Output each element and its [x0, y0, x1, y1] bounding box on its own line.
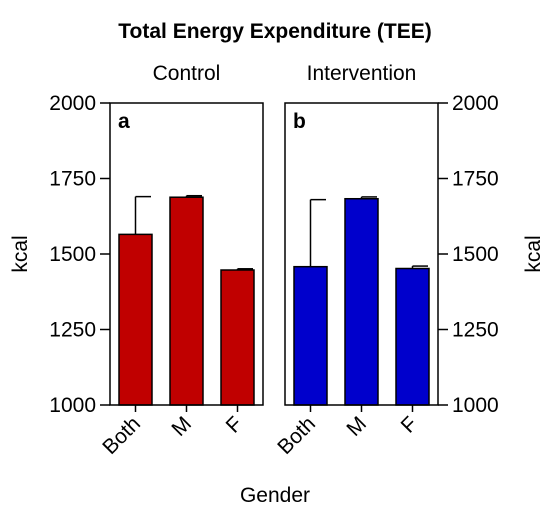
panel-title-intervention: Intervention — [307, 62, 417, 85]
y-tick-label-control-1000: 1000 — [49, 394, 96, 417]
y-tick-label-intervention-1750: 1750 — [452, 168, 499, 191]
x-tick-label-control-both: Both — [98, 412, 145, 459]
bar-intervention-m — [344, 197, 379, 406]
y-tick-label-control-1500: 1500 — [49, 243, 96, 266]
y-tick-label-control-1250: 1250 — [49, 319, 96, 342]
panel-letter-intervention: b — [293, 110, 306, 133]
y-tick-label-intervention-1250: 1250 — [452, 319, 499, 342]
x-tick-label-intervention-f: F — [397, 412, 422, 437]
x-tick-label-control-f: F — [222, 412, 247, 437]
y-tick-label-intervention-2000: 2000 — [452, 92, 499, 115]
x-tick-label-intervention-m: M — [342, 412, 371, 441]
chart-title: Total Energy Expenditure (TEE) — [118, 20, 431, 43]
bar-intervention-f — [395, 267, 430, 406]
x-tick-label-control-m: M — [167, 412, 196, 441]
y-tick-label-control-1750: 1750 — [49, 168, 96, 191]
x-axis-label: Gender — [240, 484, 310, 507]
y-axis-label-left: kcal — [9, 235, 32, 272]
panel-title-control: Control — [153, 62, 221, 85]
y-tick-label-intervention-1000: 1000 — [452, 394, 499, 417]
y-axis-label-right: kcal — [522, 235, 545, 272]
bar-intervention-both — [293, 265, 328, 406]
bar-control-f — [220, 269, 255, 406]
bar-control-both — [118, 233, 153, 406]
x-tick-label-intervention-both: Both — [273, 412, 320, 459]
bar-control-m — [169, 196, 204, 406]
y-tick-label-intervention-1500: 1500 — [452, 243, 499, 266]
y-tick-label-control-2000: 2000 — [49, 92, 96, 115]
panel-letter-control: a — [118, 110, 130, 133]
